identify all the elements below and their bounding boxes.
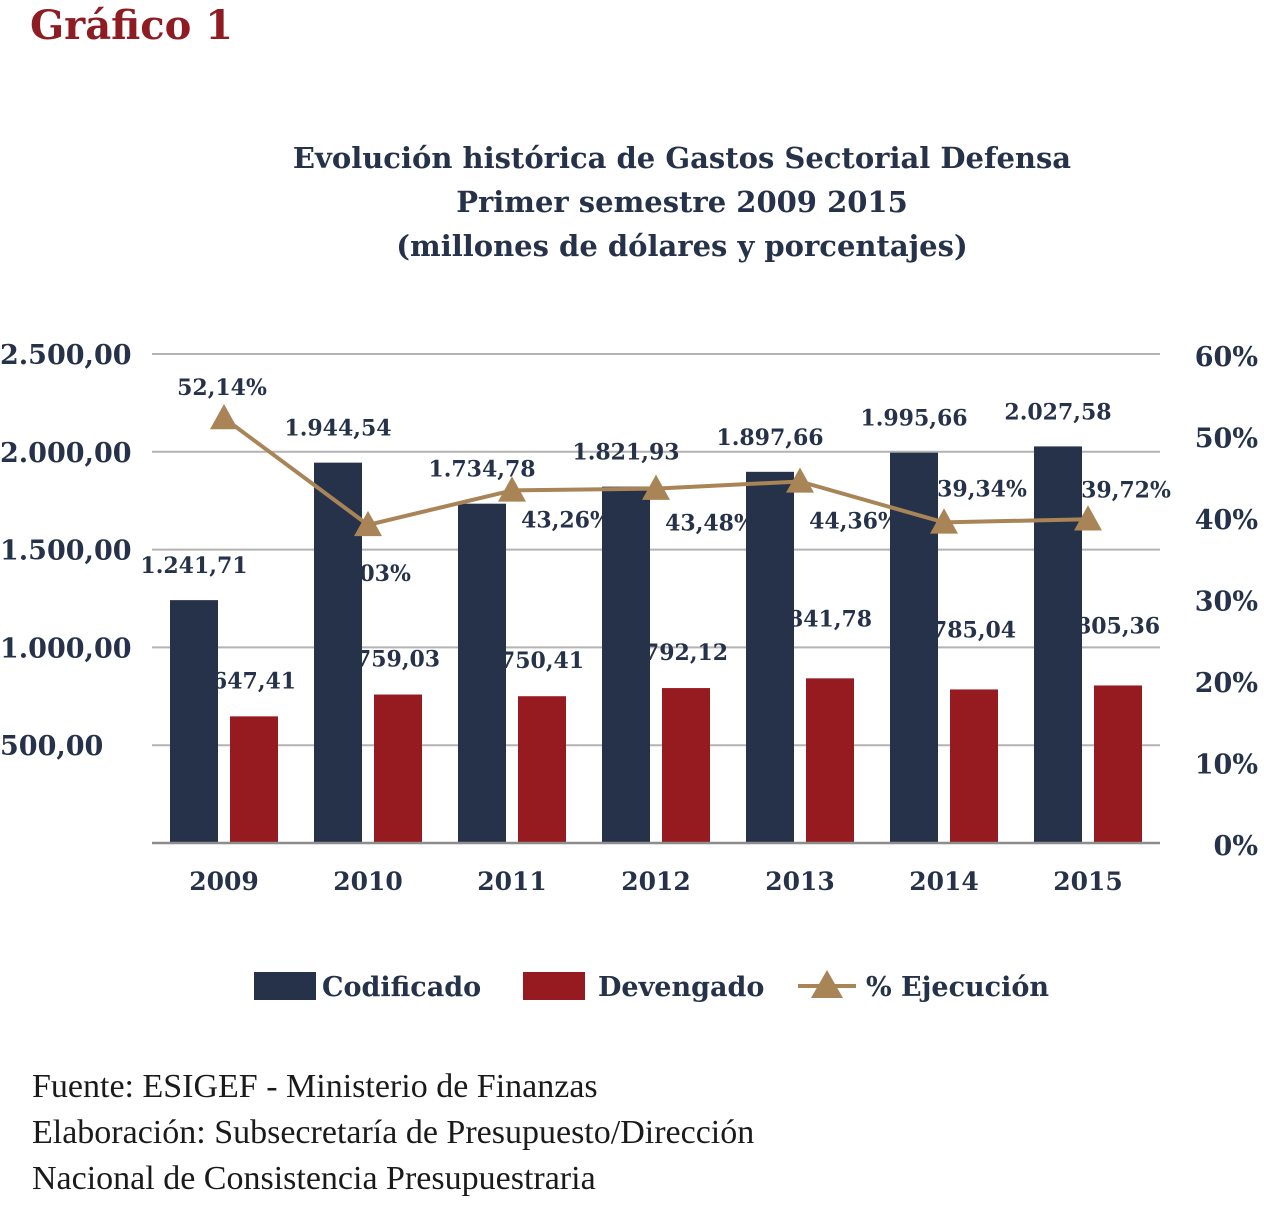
label-codificado: 1.897,66 [716,425,823,451]
chart-heading: Gráfico 1 [30,2,234,49]
ejecucion-marker [786,467,814,493]
legend-label-codificado: Codificado [322,972,481,1003]
label-codificado: 2.027,58 [1004,399,1111,425]
source-line: Fuente: ESIGEF - Ministerio de Finanzas [32,1068,598,1105]
label-codificado: 1.944,54 [284,416,391,442]
chart-title: Evolución histórica de Gastos Sectorial … [293,141,1071,263]
bar-codificado [602,486,650,843]
y-right-tick-label: 10% [1195,750,1258,781]
legend-swatch-codificado [254,972,316,1000]
ejecucion-marker [930,508,958,534]
label-codificado: 1.821,93 [572,440,679,466]
chart-title-line: (millones de dólares y porcentajes) [396,229,967,263]
x-tick-label: 2010 [333,867,403,896]
label-codificado: 1.995,66 [860,406,967,432]
y-left-tick-label: 1.500,00 [0,536,132,567]
legend-label-devengado: Devengado [598,972,764,1003]
chart-title-line: Evolución histórica de Gastos Sectorial … [293,141,1071,175]
ejecucion-marker [210,404,238,430]
bar-codificado [170,600,218,843]
chart-title-line: Primer semestre 2009 2015 [456,185,908,219]
label-ejecucion: 44,36% [809,508,899,534]
bar-codificado [458,503,506,843]
label-devengado: 785,04 [932,617,1016,643]
bar-codificado [314,462,362,843]
label-codificado: 1.734,78 [428,457,535,483]
legend-marker-ejecucion [811,970,843,998]
bar-devengado [230,716,278,843]
bar-devengado [374,694,422,843]
label-devengado: 750,41 [500,648,584,674]
x-tick-label: 2009 [189,867,259,896]
bars [170,446,1142,843]
label-devengado: 759,03 [356,647,440,673]
x-tick-label: 2012 [621,867,691,896]
label-devengado: 647,41 [212,668,296,694]
bar-devengado [1094,685,1142,843]
label-ejecucion: 39,72% [1081,477,1171,503]
bar-devengado [950,689,998,843]
label-ejecucion: 39,03% [321,561,411,587]
label-devengado: 841,78 [788,606,872,632]
x-tick-label: 2014 [909,867,979,896]
y-left-tick-label: 500,00 [0,731,103,762]
label-ejecucion: 43,26% [521,507,611,533]
y-right-tick-label: 50% [1195,424,1258,455]
ejecucion-marker [642,474,670,500]
axes: 500,00 1.000,00 1.500,00 2.000,00 2.500,00 0%… [0,340,1258,896]
elaboration-line: Elaboración: Subsecretaría de Presupuest… [32,1114,755,1151]
y-right-tick-label: 60% [1195,342,1258,373]
label-devengado: 805,36 [1076,613,1160,639]
y-left-tick-label: 2.500,00 [0,340,132,371]
label-ejecucion: 39,34% [937,476,1027,502]
legend-label-ejecucion: % Ejecución [866,972,1049,1003]
label-ejecucion: 43,48% [665,511,755,537]
label-codificado: 1.241,71 [140,553,247,579]
bar-devengado [518,696,566,843]
elaboration-line-cont: Nacional de Consistencia Presupuestraria [32,1160,596,1197]
legend: Codificado Devengado % Ejecución [254,970,1049,1003]
y-right-tick-label: 40% [1195,505,1258,536]
ejecucion-marker [1074,505,1102,531]
label-devengado: 792,12 [644,640,728,666]
bar-devengado [806,678,854,843]
chart: Evolución histórica de Gastos Sectorial … [0,141,1258,1003]
x-tick-label: 2015 [1053,867,1123,896]
ejecucion-marker [354,510,382,537]
bar-devengado [662,688,710,843]
y-right-tick-label: 0% [1214,831,1258,862]
bar-codificado [746,471,794,843]
y-right-tick-label: 30% [1195,587,1258,618]
source-note: Fuente: ESIGEF - Ministerio de Finanzas … [32,1064,754,1202]
x-tick-label: 2011 [477,867,547,896]
data-labels: 1.241,71 647,41 52,14% 1.944,54 759,03 39,03%… [140,375,1171,694]
x-tick-label: 2013 [765,867,835,896]
y-left-tick-label: 1.000,00 [0,633,132,664]
ejecucion-marker [498,476,526,502]
label-ejecucion: 52,14% [177,375,267,401]
legend-swatch-devengado [523,972,585,1000]
y-left-tick-label: 2.000,00 [0,438,132,469]
execution-line [210,404,1102,537]
y-right-tick-label: 20% [1195,668,1258,699]
bar-codificado [1034,446,1082,843]
